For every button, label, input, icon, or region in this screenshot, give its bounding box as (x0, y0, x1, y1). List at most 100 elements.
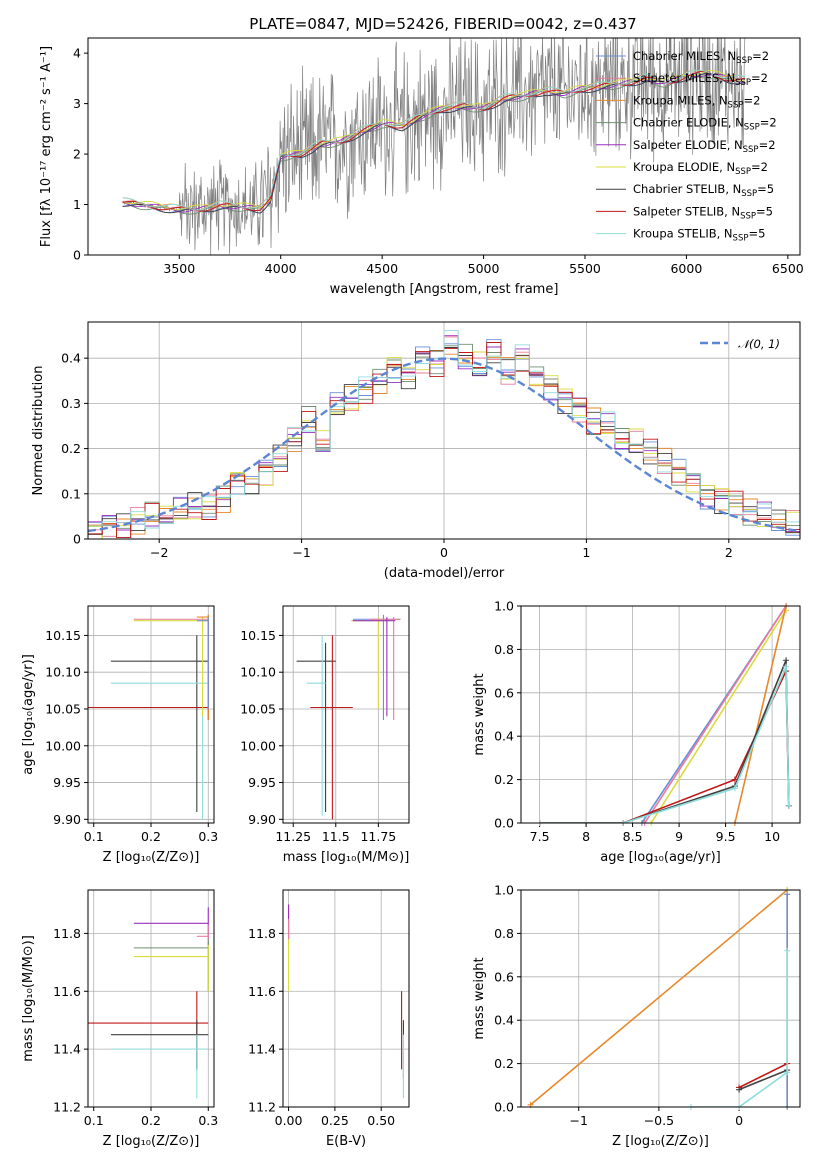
weight-vs-z-weight-line (530, 890, 788, 1106)
spectrum-model-line (122, 70, 746, 212)
weight-vs-age-weight-marker (731, 785, 738, 792)
weight-vs-z-y-tick-label: 0.6 (494, 969, 514, 984)
weight-vs-z-y-tick-label: 0.4 (494, 1013, 514, 1028)
mass-vs-ebv-x-tick-label: 0.50 (367, 1113, 395, 1128)
spectrum-y-axis-label: Flux [fλ 10⁻¹⁷ erg cm⁻² s⁻¹ A⁻¹] (39, 46, 54, 247)
mass-vs-z-y-axis-label: mass [log₁₀(M/M⊙)] (21, 935, 36, 1062)
weight-vs-z-y-tick-label: 0.0 (494, 1100, 514, 1115)
residuals-y-tick-label: 0.4 (61, 351, 81, 366)
legend-entry: Kroupa ELODIE, NSSP=2 (633, 160, 768, 177)
legend-entry: Chabrier ELODIE, NSSP=2 (633, 116, 777, 133)
residuals-x-tick-label: −2 (150, 545, 168, 560)
weight-vs-age-x-tick-label: 10 (764, 829, 780, 844)
weight-vs-z-y-tick-label: 0.8 (494, 926, 514, 941)
age-vs-mass-frame (282, 605, 410, 824)
mass-vs-z-frame (87, 889, 215, 1108)
legend-entry: Salpeter MILES, NSSP=2 (633, 71, 768, 88)
weight-vs-z-weight-marker (784, 947, 791, 954)
weight-vs-age-weight-marker (783, 657, 790, 664)
residuals-y-tick-label: 0.2 (61, 441, 81, 456)
age-vs-z-y-tick-label: 10.00 (45, 738, 81, 753)
residuals-x-tick-label: −1 (292, 545, 310, 560)
age-vs-mass-x-tick-label: 11.25 (275, 829, 311, 844)
weight-vs-age-y-tick-label: 0.2 (494, 772, 514, 787)
spectrum-model-line (122, 69, 746, 211)
age-vs-z-y-tick-label: 10.10 (45, 665, 81, 680)
weight-vs-z-weight-line (691, 950, 788, 1107)
mass-vs-z-x-tick-label: 0.1 (84, 1113, 104, 1128)
spectrum-x-tick-label: 4000 (265, 261, 297, 276)
mass-vs-ebv-y-tick-label: 11.2 (248, 1100, 276, 1115)
age-vs-z-y-tick-label: 10.15 (45, 628, 81, 643)
age-vs-z-x-axis-label: Z [log₁₀(Z/Z⊙)] (103, 850, 200, 865)
weight-vs-age-x-tick-label: 9.5 (716, 829, 736, 844)
age-vs-mass-x-tick-label: 11.5 (322, 829, 350, 844)
age-vs-z-x-tick-label: 0.2 (141, 829, 161, 844)
mass-vs-z-x-tick-label: 0.3 (198, 1113, 218, 1128)
spectrum-y-tick-label: 0 (73, 248, 81, 263)
mass-vs-z-panel: 0.1 0.2 0.3 11.2 11.4 11.6 11.8 Z [log₁₀(Z/Z⊙)]… (21, 889, 218, 1149)
weight-vs-age-panel: 7.5 8 8.5 9 9.5 10 0.0 0.2 0.4 0.6 0.8 1.0 age [log₁… (472, 599, 801, 865)
age-vs-z-panel: 0.1 0.2 0.3 9.90 9.95 10.00 10.05 10.10 10.15 Z [… (21, 605, 218, 865)
spectrum-data-line (122, 38, 746, 255)
age-vs-mass-y-tick-label: 9.90 (248, 812, 276, 827)
weight-vs-age-frame (520, 605, 801, 824)
age-vs-mass-errorbar-point (310, 635, 353, 820)
weight-vs-z-weight-marker (784, 891, 791, 898)
residuals-x-tick-label: 1 (582, 545, 590, 560)
weight-vs-age-y-tick-label: 0.4 (494, 729, 514, 744)
legend-entry: Salpeter STELIB, NSSP=5 (633, 204, 773, 221)
legend-entry: Kroupa MILES, NSSP=2 (633, 93, 760, 110)
weight-vs-age-x-tick-label: 9 (675, 829, 683, 844)
legend-entry: Kroupa STELIB, NSSP=5 (633, 227, 765, 244)
weight-vs-age-weight-line (650, 609, 787, 823)
mass-vs-z-errorbar-point (110, 1034, 209, 1099)
weight-vs-age-y-tick-label: 0.8 (494, 642, 514, 657)
weight-vs-z-weight-marker (736, 1086, 743, 1093)
legend-entry: Chabrier STELIB, NSSP=5 (633, 182, 774, 199)
weight-vs-z-frame (520, 889, 801, 1108)
spectrum-x-tick-label: 3500 (163, 261, 195, 276)
age-vs-mass-errorbar-point (369, 617, 401, 721)
weight-vs-z-weight-line (738, 1069, 788, 1091)
weight-vs-z-y-tick-label: 0.2 (494, 1056, 514, 1071)
spectrum-legend: Chabrier MILES, NSSP=2 Salpeter MILES, NS… (596, 49, 777, 244)
weight-vs-age-y-tick-label: 0.0 (494, 816, 514, 831)
weight-vs-age-y-tick-label: 0.6 (494, 685, 514, 700)
normal-legend-label: 𝒩(0, 1) (738, 337, 780, 351)
figure-title: PLATE=0847, MJD=52426, FIBERID=0042, z=0… (249, 15, 636, 33)
mass-vs-z-x-tick-label: 0.2 (141, 1113, 161, 1128)
mass-vs-ebv-plot-area (283, 890, 409, 1107)
age-vs-mass-plot-area (283, 606, 409, 823)
age-vs-z-y-tick-label: 9.95 (53, 775, 81, 790)
mass-vs-ebv-x-tick-label: 0.25 (321, 1113, 349, 1128)
residuals-panel: −2 −1 0 1 2 0 0.1 0.2 0.3 0.4 (data-model)/error No… (31, 321, 801, 581)
age-vs-z-errorbar-point (110, 635, 209, 812)
normal-curve (88, 357, 800, 533)
residuals-x-axis-label: (data-model)/error (384, 566, 505, 581)
spectrum-panel: 3500 4000 4500 5000 5500 6000 6500 0 1 2 3 4 wavelen… (39, 37, 804, 297)
weight-vs-age-weight-marker (783, 663, 790, 670)
age-vs-z-errorbar-point (196, 617, 209, 709)
age-vs-z-y-tick-label: 10.05 (45, 701, 81, 716)
residuals-y-tick-label: 0.3 (61, 396, 81, 411)
weight-vs-z-x-axis-label: Z [log₁₀(Z/Z⊙)] (612, 1134, 709, 1149)
age-vs-mass-panel: 11.25 11.5 11.75 9.90 9.95 10.00 10.05 10.10 10.… (240, 605, 410, 865)
age-vs-mass-y-tick-label: 10.05 (240, 701, 276, 716)
weight-vs-age-weight-line (644, 606, 787, 823)
weight-vs-z-plot-area (521, 890, 800, 1107)
age-vs-mass-y-tick-label: 10.10 (240, 665, 276, 680)
age-vs-mass-errorbar-point (296, 642, 336, 812)
age-vs-mass-errorbar-point (352, 617, 396, 717)
age-vs-z-frame (87, 605, 215, 824)
mass-vs-z-y-tick-label: 11.4 (53, 1042, 81, 1057)
age-vs-mass-y-tick-label: 10.00 (240, 738, 276, 753)
mass-vs-ebv-y-tick-label: 11.8 (248, 926, 276, 941)
weight-vs-age-y-axis-label: mass weight (472, 673, 487, 755)
residual-histogram-step (88, 330, 800, 529)
age-vs-z-x-tick-label: 0.3 (198, 829, 218, 844)
age-vs-mass-x-tick-label: 11.75 (360, 829, 396, 844)
residuals-y-tick-label: 0.1 (61, 486, 81, 501)
spectrum-x-tick-label: 4500 (366, 261, 398, 276)
residuals-y-axis-label: Normed distribution (31, 366, 46, 496)
